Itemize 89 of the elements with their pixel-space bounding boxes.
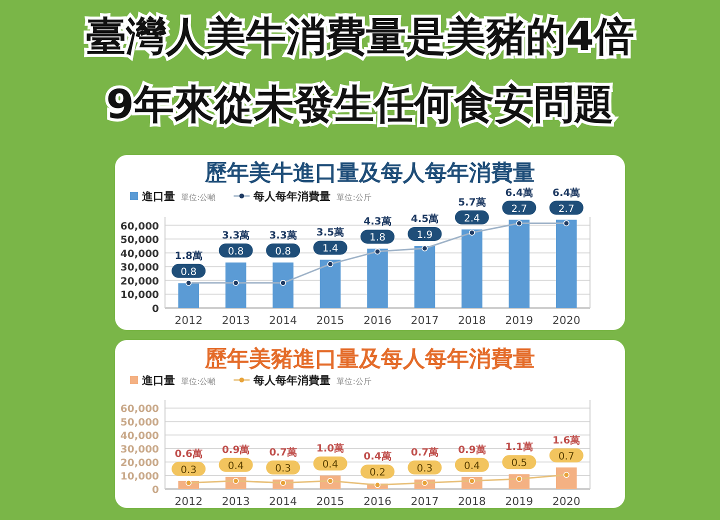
data-label: 1.9: [416, 230, 433, 241]
bar: [414, 246, 436, 308]
x-tick-label: 2019: [505, 314, 534, 327]
x-tick-label: 2016: [364, 495, 392, 508]
x-tick-label: 2017: [410, 314, 439, 327]
y-axis-title: 單位:公噸: [181, 377, 216, 386]
annotation: 1.1萬: [505, 441, 534, 454]
x-tick-label: 2016: [364, 314, 392, 327]
x-tick-label: 2014: [269, 314, 298, 327]
data-label: 0.5: [511, 458, 528, 470]
data-label: 0.8: [180, 266, 197, 278]
chart-title: 歷年美牛進口量及每人每年消費量: [204, 160, 535, 186]
data-label: 0.2: [370, 468, 386, 479]
y-tick-label: 50,000: [120, 235, 160, 246]
x-tick-label: 2015: [316, 495, 344, 508]
y-tick-label: 60,000: [120, 404, 160, 416]
y-tick-label: 0: [152, 485, 160, 496]
y-tick-label: 20,000: [120, 458, 160, 470]
bar: [556, 467, 577, 489]
data-label: 2.7: [558, 204, 574, 215]
x-tick-label: 2017: [410, 495, 439, 508]
bar: [225, 262, 246, 308]
y2-axis-title: 單位:公斤: [336, 377, 372, 386]
annotation: 0.9萬: [458, 444, 486, 456]
annotation: 0.7萬: [269, 446, 297, 459]
bar: [462, 229, 482, 308]
y-tick-label: 50,000: [120, 418, 160, 429]
annotation: 4.3萬: [364, 216, 392, 228]
bar: [508, 220, 530, 308]
y-tick-label: 30,000: [120, 262, 160, 274]
x-tick-label: 2019: [505, 495, 534, 508]
data-label: 0.3: [416, 464, 433, 475]
annotation: 0.9萬: [222, 444, 250, 456]
x-tick-label: 2015: [316, 314, 344, 327]
data-label: 0.3: [275, 464, 292, 475]
annotation: 6.4萬: [552, 186, 580, 199]
annotation: 3.3萬: [222, 230, 250, 242]
data-label: 0.8: [228, 246, 244, 258]
data-label: 2.4: [464, 213, 480, 224]
data-label: 0.4: [464, 460, 480, 472]
annotation: 1.8萬: [174, 250, 202, 262]
x-tick-label: 2018: [458, 314, 486, 327]
y-tick-label: 10,000: [120, 290, 160, 302]
bar: [556, 220, 577, 308]
headline: 臺灣人美牛消費量是美豬的4倍 9年來從未發生任何食安問題: [86, 14, 634, 128]
x-tick-label: 2013: [222, 314, 250, 327]
y-tick-label: 60,000: [120, 221, 160, 232]
y-tick-label: 40,000: [120, 248, 160, 260]
x-tick-label: 2020: [552, 314, 580, 327]
x-tick-label: 2013: [222, 495, 250, 508]
x-tick-label: 2012: [174, 495, 203, 508]
data-label: 0.4: [322, 460, 338, 471]
legend-label: 進口量: [141, 374, 175, 387]
y-tick-label: 30,000: [120, 444, 160, 456]
y-tick-label: 0: [152, 304, 160, 315]
y-tick-label: 20,000: [120, 276, 160, 288]
legend-label: 進口量: [141, 190, 175, 203]
legend-label: 每人每年消費量: [252, 374, 331, 387]
x-tick-label: 2012: [174, 314, 203, 327]
x-tick-label: 2020: [552, 495, 580, 508]
annotation: 3.5萬: [316, 226, 344, 239]
data-label: 2.7: [511, 204, 528, 215]
annotation: 0.4萬: [364, 450, 392, 463]
data-label: 0.4: [228, 460, 244, 472]
y-tick-label: 10,000: [120, 472, 160, 483]
x-tick-label: 2018: [458, 495, 486, 508]
data-label: 1.4: [322, 244, 338, 255]
annotation: 0.7萬: [410, 446, 439, 459]
annotation: 6.4萬: [505, 186, 534, 199]
data-label: 0.8: [275, 246, 292, 258]
annotation: 5.7萬: [458, 196, 486, 208]
x-tick-label: 2014: [269, 495, 298, 508]
data-label: 0.3: [180, 464, 197, 476]
y2-axis-title: 單位:公斤: [336, 193, 372, 202]
annotation: 1.6萬: [552, 434, 580, 446]
annotation: 1.0萬: [316, 442, 344, 455]
legend-label: 每人每年消費量: [252, 190, 331, 203]
data-label: 0.7: [558, 451, 574, 462]
bar: [178, 283, 199, 308]
data-label: 1.8: [370, 232, 386, 244]
annotation: 4.5萬: [410, 212, 439, 225]
bar: [367, 248, 388, 308]
chart-title: 歷年美豬進口量及每人每年消費量: [204, 346, 535, 372]
bar: [272, 262, 294, 308]
annotation: 3.3萬: [269, 230, 297, 242]
bar: [320, 260, 341, 308]
y-axis-title: 單位:公噸: [181, 193, 216, 202]
annotation: 0.6萬: [174, 448, 202, 460]
y-tick-label: 40,000: [120, 431, 160, 442]
